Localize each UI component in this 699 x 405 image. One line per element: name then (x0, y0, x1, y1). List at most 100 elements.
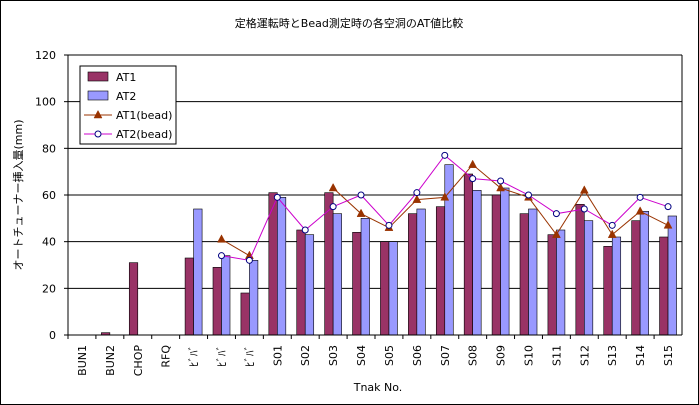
y-tick-label: 0 (49, 329, 56, 342)
bar-at2 (388, 241, 398, 336)
bar-at1 (240, 292, 250, 336)
bar-at2 (556, 229, 566, 336)
x-tick-label: S03 (327, 345, 340, 366)
bar-at2 (584, 220, 594, 336)
bar-at2 (416, 208, 426, 336)
bar-at1 (659, 236, 669, 336)
x-tick-label: S06 (411, 345, 424, 366)
x-tick-label: S09 (495, 345, 508, 366)
x-tick-label: S10 (523, 345, 536, 366)
bar-at1 (212, 267, 222, 336)
y-tick-label: 40 (42, 236, 56, 249)
bar-at1 (184, 257, 194, 336)
point-at2-bead (218, 252, 225, 260)
legend-swatch-at1 (87, 71, 109, 82)
y-tick-label: 100 (35, 96, 56, 109)
point-at1-bead (496, 182, 506, 192)
bar-at2 (277, 197, 287, 336)
bar-at2 (193, 208, 203, 336)
x-tick-label: S12 (578, 345, 591, 366)
x-tick-label: S07 (439, 345, 452, 366)
legend-label-at2: AT2 (116, 90, 136, 103)
x-tick-label: S13 (606, 345, 619, 366)
bar-at2 (444, 164, 454, 336)
y-tick-label: 120 (35, 49, 56, 62)
x-tick-label: S01 (271, 345, 284, 366)
x-tick-label: BUN1 (76, 345, 89, 376)
point-at1-bead (635, 206, 645, 215)
point-at2-bead (525, 191, 532, 199)
chart-title: 定格運転時とBead測定時の各空洞のAT値比較 (235, 16, 463, 30)
x-tick-label: S02 (299, 345, 312, 366)
legend-label-at2-bead: AT2(bead) (116, 128, 172, 141)
bar-at1 (575, 204, 585, 336)
x-tick-label: S14 (634, 345, 647, 366)
bar-at1 (435, 206, 446, 336)
bar-at2 (221, 255, 231, 336)
bar-at2 (667, 215, 677, 336)
x-tick-label: S15 (662, 345, 675, 366)
legend-marker-at1-bead (93, 109, 103, 119)
bar-at2 (639, 211, 649, 336)
point-at2-bead (664, 203, 672, 211)
lines-layer (217, 151, 673, 264)
point-at2-bead (552, 210, 560, 218)
x-tick-label: S04 (355, 345, 368, 366)
point-at2-bead (636, 193, 644, 201)
point-at1-bead (356, 208, 366, 217)
bar-at1 (631, 220, 641, 336)
bar-at1 (491, 194, 501, 336)
bar-at1 (463, 173, 473, 336)
point-at2-bead (608, 221, 616, 229)
legend-marker-at2-bead (94, 130, 102, 138)
point-at2-bead (273, 193, 281, 201)
y-tick-label: 80 (42, 142, 56, 155)
point-at1-bead (551, 229, 561, 238)
bar-at2 (611, 236, 622, 336)
bar-at2 (249, 260, 259, 336)
y-axis-title: オートチューナー挿入量(mm) (11, 119, 25, 270)
point-at1-bead (468, 159, 478, 168)
x-tick-label: ﾋﾞﾊﾞ (243, 345, 256, 367)
y-tick-label: 20 (42, 282, 56, 295)
bar-at2 (304, 234, 315, 336)
bar-at1 (519, 213, 529, 336)
bar-at2 (472, 190, 482, 336)
x-tick-label: ﾋﾞﾊﾞ (216, 345, 229, 367)
x-tick-label: S08 (467, 345, 480, 366)
bar-at2 (500, 187, 510, 336)
point-at2-bead (441, 151, 449, 159)
bar-at1 (603, 246, 613, 336)
point-at1-bead (663, 220, 673, 229)
bar-at2 (528, 208, 538, 336)
point-at2-bead (245, 256, 253, 264)
point-at1-bead (412, 194, 422, 203)
bar-at1 (128, 262, 139, 336)
x-tick-label: CHOP (132, 345, 145, 377)
point-at2-bead (497, 177, 505, 185)
x-tick-label: RFQ (160, 345, 173, 368)
axes-layer: 0 20 40 60 80 100 120 BUN1 BUN2 CHOP RFQ ﾋﾞﾊﾞ ﾋﾞﾊﾞ ﾋﾞ… (35, 49, 683, 377)
bars-layer (101, 164, 677, 336)
point-at1-bead (217, 234, 226, 243)
point-at1-bead (579, 185, 589, 194)
bar-at1 (352, 232, 362, 336)
line-at1-bead (221, 238, 250, 257)
point-at2-bead (357, 191, 365, 199)
point-at2-bead (413, 189, 421, 197)
point-at1-bead (440, 192, 450, 201)
point-at1-bead (607, 229, 617, 238)
point-at2-bead (301, 226, 309, 234)
bar-at1 (547, 234, 557, 336)
legend: AT1 AT2 AT1(bead) AT2(bead) (79, 65, 177, 145)
x-tick-label: S05 (383, 345, 396, 366)
x-axis-title: Tnak No. (353, 381, 403, 394)
bar-at1 (296, 229, 306, 336)
point-at2-bead (580, 205, 588, 213)
legend-swatch-at2 (87, 90, 109, 101)
bar-at2 (360, 218, 370, 336)
y-tick-label: 60 (42, 189, 56, 202)
x-tick-label: S11 (550, 345, 563, 366)
legend-label-at1: AT1 (116, 71, 136, 84)
